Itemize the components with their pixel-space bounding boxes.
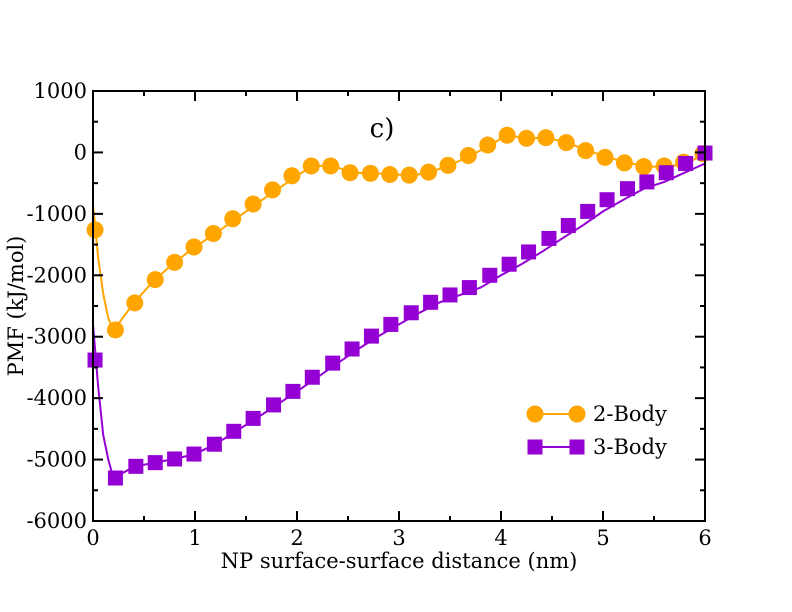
data-point-2-body [459,147,477,164]
data-point-3-body [482,267,498,283]
data-point-2-body [439,156,457,174]
data-point-3-body [147,455,163,471]
data-point-2-body [420,163,438,181]
data-point-3-body [619,181,635,197]
data-point-3-body [363,328,379,344]
legend-marker [526,405,544,423]
y-tick-label: -1000 [26,202,87,226]
data-point-2-body [635,158,653,176]
y-tick-label: -6000 [26,509,87,533]
data-point-3-body [560,218,576,234]
data-point-3-body [304,369,320,385]
x-tick-label: 5 [596,526,609,550]
data-point-3-body [245,410,261,426]
data-point-2-body [557,134,575,152]
series-3-body [87,145,713,486]
data-point-3-body [206,436,222,452]
legend-item-2-body: 2-Body [526,402,667,426]
y-axis-label: PMF (kJ/mol) [4,236,28,377]
data-point-3-body [501,256,517,272]
data-point-3-body [521,244,537,260]
data-point-2-body [204,225,222,243]
data-point-2-body [400,166,418,184]
data-point-2-body [146,271,164,289]
data-point-3-body [461,280,477,296]
x-tick-label: 1 [188,526,201,550]
data-point-2-body [518,129,535,147]
data-point-2-body [361,164,379,182]
data-point-3-body [403,305,419,321]
data-point-2-body [264,181,282,199]
legend-item-3-body: 3-Body [527,435,667,459]
y-tick-label: -5000 [26,448,87,472]
legend: 2-Body 3-Body [526,402,667,459]
data-point-2-body [341,164,359,182]
data-point-3-body [678,155,694,171]
data-point-2-body [498,126,516,144]
data-point-2-body [283,167,301,185]
y-tick-label: -4000 [26,386,87,410]
data-point-3-body [226,423,242,439]
data-point-2-body [577,142,595,160]
x-tick-label: 6 [698,526,711,550]
y-tick-label: 0 [74,140,87,164]
data-point-3-body [87,352,103,368]
x-tick-label: 3 [392,526,405,550]
data-point-2-body [224,210,242,228]
data-point-2-body [381,166,399,184]
legend-marker [527,439,543,455]
data-point-3-body [383,316,399,332]
data-point-2-body [479,136,497,154]
data-point-3-body [167,451,183,467]
data-point-2-body [106,321,124,339]
data-point-3-body [658,165,674,181]
legend-marker [569,439,585,455]
x-tick-label: 4 [494,526,507,550]
data-point-2-body [166,253,184,271]
data-point-3-body [325,355,341,371]
data-point-3-body [107,470,123,486]
data-point-3-body [285,383,301,399]
data-point-3-body [599,192,615,208]
data-point-2-body [596,148,614,166]
y-tick-label: 1000 [34,79,87,103]
data-point-3-body [639,174,655,190]
data-point-2-body [615,154,633,172]
data-point-3-body [442,287,458,303]
y-tick-label: -2000 [26,263,87,287]
data-point-2-body [185,238,203,256]
x-axis-label: NP surface-surface distance (nm) [221,549,578,573]
data-point-3-body [186,446,202,462]
data-point-2-body [126,294,144,312]
data-point-2-body [86,221,104,239]
legend-label: 3-Body [593,435,667,459]
legend-marker [568,405,586,423]
data-point-3-body [266,397,282,413]
data-point-3-body [344,341,360,357]
x-tick-label: 2 [290,526,303,550]
data-point-2-body [244,195,262,213]
data-point-2-body [302,157,320,175]
data-point-3-body [423,294,439,310]
data-point-3-body [128,458,144,474]
data-point-3-body [580,203,596,219]
x-tick-label: 0 [86,526,99,550]
panel-label: c) [370,114,395,144]
data-point-3-body [541,230,557,246]
y-tick-label: -3000 [26,325,87,349]
legend-label: 2-Body [593,402,667,426]
data-point-2-body [322,157,340,175]
series-2-body [86,126,712,339]
data-point-2-body [537,129,555,147]
